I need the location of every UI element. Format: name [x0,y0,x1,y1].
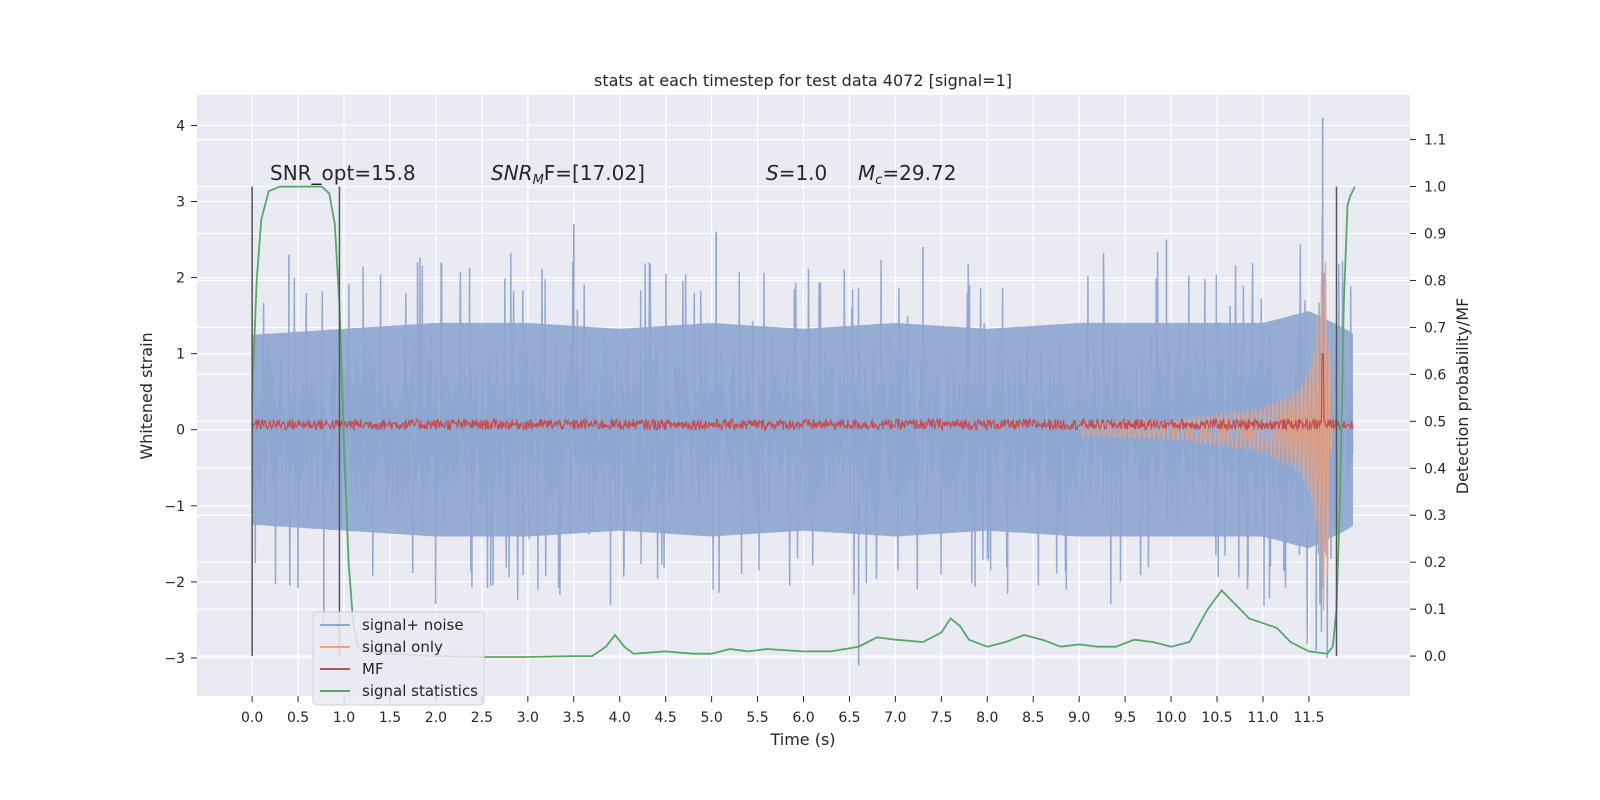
y2-tick-label: 1.1 [1424,133,1446,149]
y-axis-ticks: 4 3 2 1 0 −1 −2 −3 [164,118,197,667]
x-tick-label: 0.5 [287,710,309,726]
y2-tick-label: 0.7 [1424,320,1446,336]
x-tick-label: 1.5 [379,710,401,726]
mf-series [251,353,1354,432]
snr-mf-sub: M [533,173,544,188]
x-tick-label: 0.0 [241,710,263,726]
chart-title: stats at each timestep for test data 407… [594,71,1012,90]
y2-tick-label: 0.3 [1424,508,1446,524]
snr-opt-annotation: SNR_opt=15.8 [270,161,416,185]
x-tick-label: 4.0 [609,710,631,726]
signal-noise-band [252,311,1354,549]
x-tick-label: 10.0 [1155,710,1186,726]
x-tick-label: 6.0 [792,710,814,726]
x-tick-label: 6.5 [838,710,860,726]
y2-axis-label: Detection probability/MF [1453,298,1472,495]
legend-box [312,611,485,706]
signal-statistics-series [251,185,1356,658]
mc-variable: M [858,161,875,185]
y2-tick-label: 0.4 [1424,461,1446,477]
x-tick-label: 11.0 [1247,710,1278,726]
y2-tick-label: 0.6 [1424,367,1446,383]
x-tick-label: 9.0 [1068,710,1090,726]
y-tick-label: 4 [176,118,185,134]
mc-annotation: Mc=29.72 [858,161,956,188]
signal-statistics-line [251,185,1356,658]
x-tick-label: 1.0 [333,710,355,726]
x-tick-label: 10.5 [1201,710,1232,726]
s-annotation: S=1.0 [766,161,827,185]
x-tick-label: 8.5 [1022,710,1044,726]
snr-mf-rest: F=[17.02] [544,161,645,185]
y2-tick-label: 0.0 [1424,649,1446,665]
y-tick-label: −3 [164,651,185,667]
y-tick-label: 1 [176,347,185,363]
y2-tick-label: 0.1 [1424,602,1446,618]
snr-mf-annotation: SNRMF=[17.02] [491,161,645,188]
annotations: SNR_opt=15.8 SNRMF=[17.02] S=1.0 Mc=29.7… [270,161,956,188]
x-tick-label: 7.0 [884,710,906,726]
legend: signal+ noise signal only MF signal statist… [312,611,485,706]
s-variable: S [766,161,779,185]
x-tick-label: 5.0 [700,710,722,726]
x-tick-label: 11.5 [1293,710,1324,726]
x-tick-label: 9.5 [1114,710,1136,726]
legend-label: signal+ noise [362,616,464,634]
y2-tick-label: 0.5 [1424,414,1446,430]
x-tick-label: 5.5 [746,710,768,726]
y2-tick-label: 0.8 [1424,273,1446,289]
x-tick-label: 3.0 [517,710,539,726]
vertical-markers [251,186,1338,657]
mc-sub: c [875,173,882,188]
y-tick-label: −1 [164,499,185,515]
y2-tick-label: 0.2 [1424,555,1446,571]
mf-trace [251,353,1354,432]
y2-axis-ticks: 1.1 1.0 0.9 0.8 0.7 0.6 0.5 0.4 0.3 0.2 0.1 0.0 [1410,133,1446,665]
legend-label: MF [362,660,384,678]
x-tick-label: 4.5 [655,710,677,726]
y-axis-label: Whitened strain [137,332,156,459]
y-tick-label: 2 [176,271,185,287]
snr-mf-prefix: SNR [491,161,533,185]
x-tick-label: 8.0 [976,710,998,726]
x-tick-label: 2.5 [471,710,493,726]
y-tick-label: 3 [176,195,185,211]
y2-tick-label: 1.0 [1424,180,1446,196]
x-axis-ticks: 0.0 0.5 1.0 1.5 2.0 2.5 3.0 3.5 4.0 4.5 5.0 5.5 6.0 6… [241,696,1325,726]
x-tick-label: 2.0 [425,710,447,726]
s-value: =1.0 [779,161,828,185]
x-axis-label: Time (s) [769,730,835,749]
mc-value: =29.72 [882,161,956,185]
legend-label: signal only [362,638,443,656]
y-tick-label: 0 [176,423,185,439]
y2-tick-label: 0.9 [1424,227,1446,243]
x-tick-label: 3.5 [563,710,585,726]
x-tick-label: 7.5 [930,710,952,726]
y-tick-label: −2 [164,575,185,591]
legend-label: signal statistics [362,682,478,700]
